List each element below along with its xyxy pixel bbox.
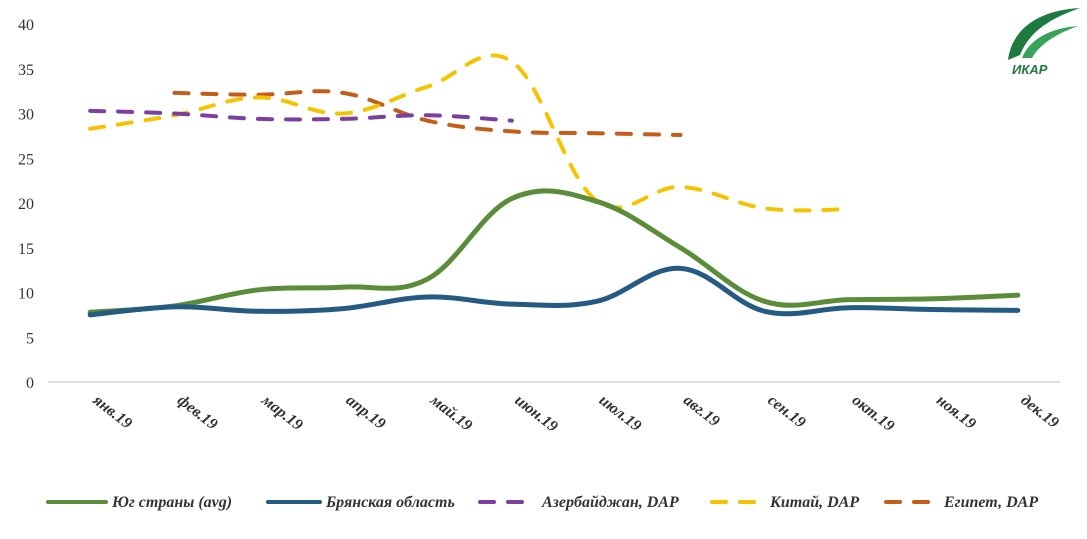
legend-item: Китай, DAP (710, 494, 859, 511)
x-tick-label: янв.19 (89, 391, 135, 432)
series-line-0 (87, 188, 1021, 315)
x-tick-label: июн.19 (511, 392, 560, 436)
y-tick-label: 20 (18, 196, 34, 213)
legend-label: Брянская область (325, 494, 455, 511)
x-tick-label: июл.19 (596, 392, 645, 435)
x-tick-label: май.19 (426, 391, 475, 434)
series-layer (87, 53, 1021, 318)
legend-item: Брянская область (266, 494, 455, 511)
x-tick-label: мар.19 (258, 391, 306, 434)
series-line-4 (172, 89, 683, 137)
series-line-1 (87, 265, 1021, 318)
y-tick-label: 25 (18, 151, 34, 168)
y-tick-label: 0 (26, 375, 34, 392)
legend-label: Азербайджан, DAP (541, 494, 679, 511)
logo-leaf-icon-2 (1022, 26, 1078, 58)
x-tick-label: авг.19 (680, 392, 723, 431)
y-axis: 0 5 10 15 20 25 30 35 40 (18, 17, 34, 392)
legend-item: Египет, DAP (884, 494, 1038, 511)
x-tick-label: фев.19 (174, 392, 220, 434)
legend-label: Египет, DAP (943, 494, 1038, 511)
legend-item: Азербайджан, DAP (478, 494, 679, 511)
x-axis: янв.19 фев.19 мар.19 апр.19 май.19 июн.19 июл.… (48, 381, 1062, 436)
x-tick-label: дек.19 (1017, 392, 1061, 432)
x-tick-label: ноя.19 (933, 392, 979, 433)
legend-label: Юг страны (avg) (111, 494, 232, 511)
x-tick-label: окт.19 (849, 392, 898, 435)
y-tick-label: 35 (18, 62, 34, 79)
legend-item: Юг страны (avg) (46, 494, 232, 511)
y-tick-label: 10 (18, 286, 34, 303)
logo-text: ИКАР (1012, 62, 1048, 77)
y-tick-label: 5 (26, 330, 34, 347)
legend: Юг страны (avg) Брянская область Азербайдж… (46, 494, 1038, 511)
x-tick-label: сен.19 (764, 392, 808, 432)
y-tick-label: 15 (18, 241, 34, 258)
x-tick-label: апр.19 (343, 392, 389, 433)
y-tick-label: 30 (18, 107, 34, 124)
y-tick-label: 40 (18, 17, 34, 34)
series-line-3 (88, 53, 852, 213)
series-line-2 (88, 108, 514, 123)
logo-leaf-icon (1008, 8, 1080, 60)
legend-label: Китай, DAP (769, 494, 859, 511)
ikar-logo: ИКАР (1008, 8, 1080, 77)
